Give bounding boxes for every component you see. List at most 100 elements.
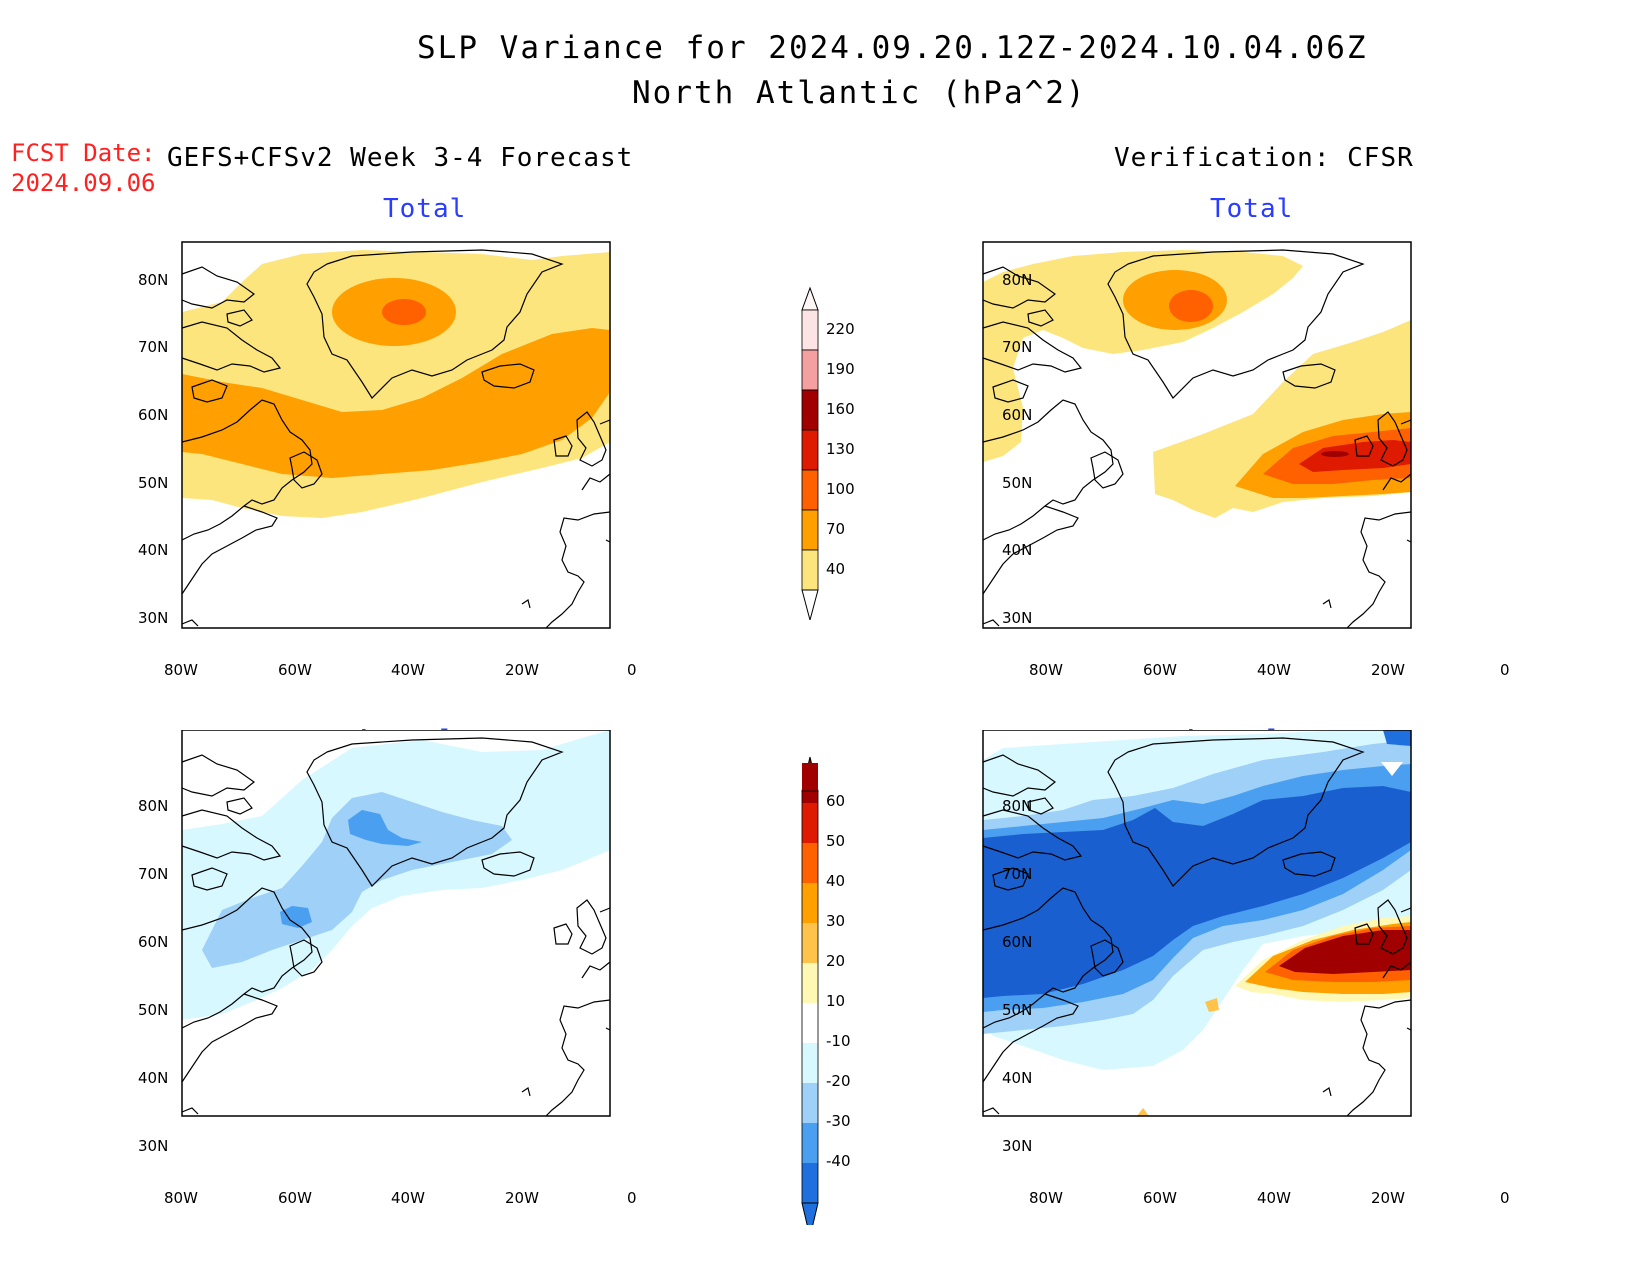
- verification-total-greenland-100: [1169, 290, 1213, 322]
- total-colorbar-swatch: [801, 429, 819, 471]
- anomaly-legend-label: 10: [826, 992, 846, 1010]
- total-colorbar: [801, 286, 819, 620]
- total-colorbar-swatch: [801, 389, 819, 431]
- total-colorbar-top-arrow: [801, 286, 819, 311]
- total-legend-label: 40: [826, 560, 846, 578]
- total-legend-label: 220: [826, 320, 855, 338]
- main-subtitle: North Atlantic (hPa^2): [632, 75, 1087, 111]
- forecast-anomaly-contour-30b: [280, 906, 312, 928]
- lat-label: 30N: [1002, 609, 1033, 627]
- lat-label: 70N: [138, 865, 169, 883]
- lon-label: 0: [627, 661, 637, 679]
- total-colorbar-swatch: [801, 309, 819, 351]
- verification-anomaly-bottom-pos: [1137, 1108, 1149, 1116]
- main-title: SLP Variance for 2024.09.20.12Z-2024.10.…: [417, 30, 1368, 66]
- fcst-date-value: 2024.09.06: [11, 169, 156, 197]
- total-legend-label: 190: [826, 360, 855, 378]
- lon-label: 0: [627, 1189, 637, 1207]
- lat-label: 40N: [138, 541, 169, 559]
- forecast-total-map: [181, 241, 611, 629]
- verification-anomaly-map: [982, 730, 1412, 1117]
- left-column-title: GEFS+CFSv2 Week 3-4 Forecast: [167, 143, 634, 173]
- total-legend-label: 70: [826, 520, 846, 538]
- anomaly-legend-label: -20: [826, 1072, 851, 1090]
- lon-label: 40W: [391, 1189, 425, 1207]
- lon-label: 20W: [1371, 1189, 1405, 1207]
- lon-label: 40W: [1257, 1189, 1291, 1207]
- lon-label: 20W: [505, 661, 539, 679]
- lon-label: 80W: [164, 661, 198, 679]
- anomaly-colorbar-swatch: [802, 883, 818, 923]
- anomaly-legend-label: 60: [826, 792, 846, 810]
- lat-label: 30N: [138, 609, 169, 627]
- lon-label: 20W: [1371, 661, 1405, 679]
- lat-label: 40N: [1002, 541, 1033, 559]
- lat-label: 50N: [138, 1001, 169, 1019]
- anomaly-legend-label: 50: [826, 832, 846, 850]
- panel-title-verification-total: Total: [1210, 194, 1294, 224]
- lon-label: 40W: [1257, 661, 1291, 679]
- lat-label: 80N: [138, 797, 169, 815]
- lon-label: 80W: [1029, 1189, 1063, 1207]
- lon-label: 0: [1500, 661, 1510, 679]
- lat-label: 50N: [1002, 1001, 1033, 1019]
- anomaly-colorbar-swatch: [802, 803, 818, 843]
- lat-label: 30N: [138, 1137, 169, 1155]
- lat-label: 30N: [1002, 1137, 1033, 1155]
- lat-label: 80N: [1002, 797, 1033, 815]
- lat-label: 50N: [138, 474, 169, 492]
- verification-total-east-160: [1321, 451, 1349, 457]
- verification-anomaly-corner: [1383, 730, 1411, 746]
- forecast-total-greenland-100: [382, 299, 426, 325]
- lat-label: 70N: [1002, 865, 1033, 883]
- total-colorbar-swatch: [801, 349, 819, 391]
- forecast-anomaly-contour-20: [202, 792, 512, 968]
- lon-label: 60W: [1143, 661, 1177, 679]
- lat-label: 60N: [138, 933, 169, 951]
- anomaly-colorbar-swatch: [802, 763, 818, 803]
- verification-anomaly-white-patch: [1381, 762, 1403, 776]
- anomaly-colorbar: [801, 756, 819, 1225]
- panel-title-forecast-total: Total: [383, 194, 467, 224]
- lon-label: 60W: [1143, 1189, 1177, 1207]
- total-colorbar-swatch: [801, 509, 819, 551]
- total-legend-label: 160: [826, 400, 855, 418]
- lon-label: 20W: [505, 1189, 539, 1207]
- anomaly-colorbar-bottom-arrow: [801, 1202, 819, 1225]
- total-legend-label: 130: [826, 440, 855, 458]
- lon-label: 60W: [278, 661, 312, 679]
- lon-label: 60W: [278, 1189, 312, 1207]
- total-legend-label: 100: [826, 480, 855, 498]
- verification-total-map: [982, 241, 1412, 629]
- lon-label: 40W: [391, 661, 425, 679]
- lat-label: 70N: [1002, 338, 1033, 356]
- anomaly-colorbar-swatch: [802, 1043, 818, 1083]
- lon-label: 80W: [1029, 661, 1063, 679]
- anomaly-legend-label: -30: [826, 1112, 851, 1130]
- anomaly-legend-label: 20: [826, 952, 846, 970]
- lat-label: 60N: [1002, 406, 1033, 424]
- anomaly-colorbar-swatch: [802, 923, 818, 963]
- lat-label: 60N: [138, 406, 169, 424]
- lat-label: 80N: [1002, 271, 1033, 289]
- anomaly-colorbar-swatch: [802, 1163, 818, 1203]
- verification-anomaly-contour-pos60: [1279, 930, 1411, 974]
- anomaly-colorbar-swatch: [802, 1123, 818, 1163]
- forecast-anomaly-contour-30a: [348, 810, 422, 846]
- right-column-title: Verification: CFSR: [1114, 143, 1414, 173]
- lat-label: 40N: [138, 1069, 169, 1087]
- lat-label: 50N: [1002, 474, 1033, 492]
- anomaly-legend-label: 30: [826, 912, 846, 930]
- lat-label: 70N: [138, 338, 169, 356]
- anomaly-legend-label: -40: [826, 1152, 851, 1170]
- lat-label: 80N: [138, 271, 169, 289]
- anomaly-colorbar-swatch: [802, 1083, 818, 1123]
- verification-anomaly-small-pos: [1205, 998, 1219, 1012]
- forecast-anomaly-map: [181, 730, 611, 1117]
- lat-label: 40N: [1002, 1069, 1033, 1087]
- anomaly-legend-label: 40: [826, 872, 846, 890]
- lon-label: 80W: [164, 1189, 198, 1207]
- verification-anomaly-contour-40: [983, 786, 1411, 998]
- fcst-date-label: FCST Date:: [11, 139, 156, 167]
- total-colorbar-swatch: [801, 549, 819, 591]
